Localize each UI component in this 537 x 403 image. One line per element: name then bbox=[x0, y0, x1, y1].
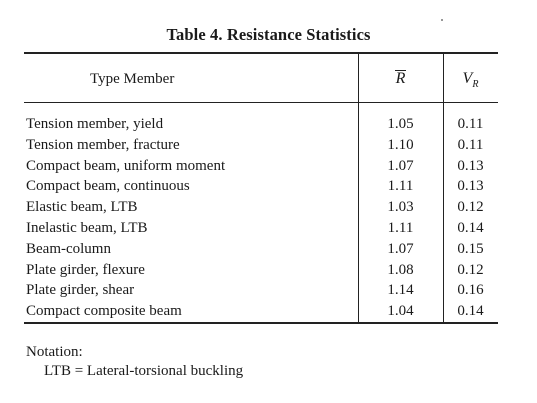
cell-member: Plate girder, flexure bbox=[26, 261, 145, 278]
header-v-r: VR bbox=[443, 70, 498, 94]
table-row: Tension member, yield 1.05 0.11 bbox=[0, 114, 537, 135]
cell-member: Elastic beam, LTB bbox=[26, 199, 138, 216]
cell-v-r: 0.12 bbox=[457, 199, 484, 216]
column-divider-1 bbox=[358, 52, 359, 323]
header-r-symbol: R bbox=[394, 70, 407, 87]
cell-member: Compact beam, uniform moment bbox=[26, 157, 226, 174]
cell-v-r: 0.16 bbox=[457, 282, 484, 299]
table-row: Compact beam, uniform moment 1.07 0.13 bbox=[0, 156, 537, 177]
cell-r: 1.11 bbox=[387, 178, 414, 195]
cell-r: 1.07 bbox=[387, 157, 414, 174]
cell-v-r: 0.11 bbox=[457, 116, 484, 132]
table-row: Beam-column 1.07 0.15 bbox=[0, 239, 537, 260]
table-row: Compact beam, continuous 1.11 0.13 bbox=[0, 176, 537, 197]
cell-member: Compact beam, continuous bbox=[26, 178, 190, 195]
cell-r: 1.04 bbox=[387, 303, 414, 320]
cell-member: Beam-column bbox=[26, 240, 111, 257]
cell-member: Plate girder, shear bbox=[26, 282, 135, 299]
table-row: Plate girder, shear 1.14 0.16 bbox=[0, 280, 537, 301]
header-r-bar: R bbox=[358, 70, 443, 88]
scan-speck bbox=[441, 19, 443, 21]
table-title: Table 4. Resistance Statistics bbox=[166, 25, 371, 44]
table-row: Inelastic beam, LTB 1.11 0.14 bbox=[0, 218, 537, 239]
cell-member: Compact composite beam bbox=[26, 303, 182, 320]
header-type-member: Type Member bbox=[90, 71, 175, 87]
header-v-symbol: V bbox=[462, 70, 473, 87]
header-v-subscript: R bbox=[472, 79, 479, 91]
cell-v-r: 0.12 bbox=[457, 261, 484, 278]
cell-v-r: 0.11 bbox=[457, 136, 484, 153]
table-row: Elastic beam, LTB 1.03 0.12 bbox=[0, 197, 537, 218]
cell-member: Inelastic beam, LTB bbox=[26, 219, 148, 236]
cell-r: 1.03 bbox=[387, 199, 414, 216]
table-top-rule bbox=[24, 52, 498, 54]
cell-r: 1.05 bbox=[387, 116, 414, 132]
cell-v-r: 0.13 bbox=[457, 157, 484, 174]
column-divider-2 bbox=[443, 52, 444, 323]
cell-v-r: 0.14 bbox=[457, 219, 484, 236]
cell-r: 1.14 bbox=[387, 282, 414, 299]
cell-r: 1.11 bbox=[387, 219, 414, 236]
cell-v-r: 0.15 bbox=[457, 240, 484, 257]
cell-v-r: 0.14 bbox=[457, 303, 484, 320]
cell-r: 1.08 bbox=[387, 261, 414, 278]
table-row: Tension member, fracture 1.10 0.11 bbox=[0, 135, 537, 156]
table-bottom-rule bbox=[24, 322, 498, 324]
cell-member: Tension member, yield bbox=[26, 116, 164, 132]
cell-v-r: 0.13 bbox=[457, 178, 484, 195]
table-row: Plate girder, flexure 1.08 0.12 bbox=[0, 260, 537, 281]
notation-item: LTB = Lateral-torsional buckling bbox=[44, 363, 244, 379]
table-row: Compact composite beam 1.04 0.14 bbox=[0, 301, 537, 322]
table-body: Tension member, yield 1.05 0.11 Tension mem… bbox=[0, 114, 537, 322]
table-header-rule bbox=[24, 102, 498, 103]
cell-r: 1.07 bbox=[387, 240, 414, 257]
cell-member: Tension member, fracture bbox=[26, 136, 180, 153]
notation-label: Notation: bbox=[26, 344, 83, 360]
cell-r: 1.10 bbox=[387, 136, 414, 153]
